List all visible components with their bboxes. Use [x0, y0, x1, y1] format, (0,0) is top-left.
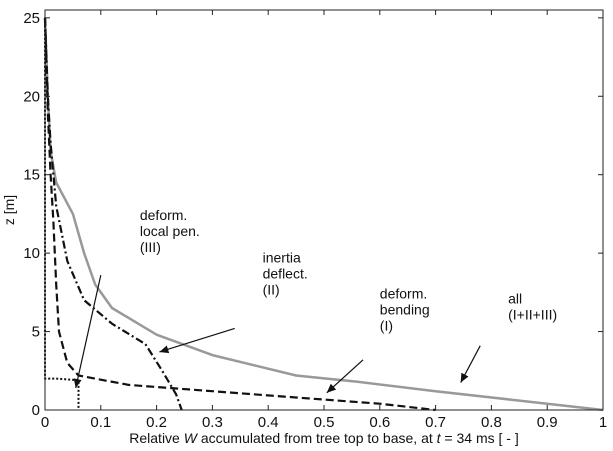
x-axis-label-var: t — [437, 430, 442, 446]
annotation-line: (III) — [140, 239, 161, 255]
annotation-line: deform. — [380, 286, 427, 302]
annotation-bending: deform. bending (I) — [380, 286, 430, 334]
y-tick-label: 20 — [23, 88, 40, 105]
annotation-line: inertia — [263, 250, 301, 266]
series-line-bending — [43, 17, 436, 412]
x-axis-label-part: accumulated from tree top to base, at — [197, 430, 437, 446]
y-tick-label: 0 — [32, 402, 40, 419]
x-tick-label: 0 — [41, 414, 49, 431]
arrowhead-icon — [326, 383, 337, 393]
annotation-line: bending — [380, 302, 430, 318]
annotation-line: deform. — [140, 207, 187, 223]
annotation-all: all (I+II+III) — [508, 290, 557, 322]
annotation-line: (II) — [263, 282, 280, 298]
arrowhead-icon — [73, 378, 82, 389]
annotation-inertia: inertia deflect. (II) — [263, 250, 308, 298]
y-tick-label: 5 — [32, 324, 40, 341]
x-tick-label: 0.1 — [90, 414, 111, 431]
x-tick-label: 0.8 — [481, 414, 502, 431]
x-tick-label: 0.6 — [369, 414, 390, 431]
x-tick-label: 0.4 — [258, 414, 279, 431]
x-axis-label: Relative W accumulated from tree top to … — [129, 430, 518, 446]
annotation-arrow-inertia — [159, 327, 235, 353]
y-tick-label: 10 — [23, 245, 40, 262]
y-axis-label: z [m] — [1, 195, 17, 225]
x-axis-label-var: W — [184, 430, 199, 446]
arrowhead-icon — [460, 372, 469, 383]
y-tick-label: 15 — [23, 167, 40, 184]
plot-frame — [44, 9, 604, 411]
x-tick-label: 0.9 — [537, 414, 558, 431]
series-line-inertia — [43, 17, 183, 411]
annotation-line: (I+II+III) — [508, 306, 557, 322]
annotation-line: deflect. — [263, 266, 308, 282]
annotation-line: local pen. — [140, 223, 200, 239]
annotation-line: all — [508, 290, 522, 306]
x-tick-label: 0.5 — [314, 414, 335, 431]
x-tick-label: 1 — [599, 414, 607, 431]
x-tick-label: 0.2 — [146, 414, 167, 431]
x-tick-label: 0.3 — [202, 414, 223, 431]
series-line-all — [43, 17, 604, 412]
arrowhead-icon — [159, 345, 170, 354]
annotation-line: (I) — [380, 318, 393, 334]
annotation-arrow-local — [75, 274, 102, 389]
annotation-local: deform. local pen. (III) — [140, 207, 200, 255]
y-tick-label: 25 — [23, 10, 40, 27]
x-axis-label-part: = 34 ms [ - ] — [441, 430, 519, 446]
x-axis-label-part: Relative — [129, 430, 183, 446]
x-tick-label: 0.7 — [425, 414, 446, 431]
